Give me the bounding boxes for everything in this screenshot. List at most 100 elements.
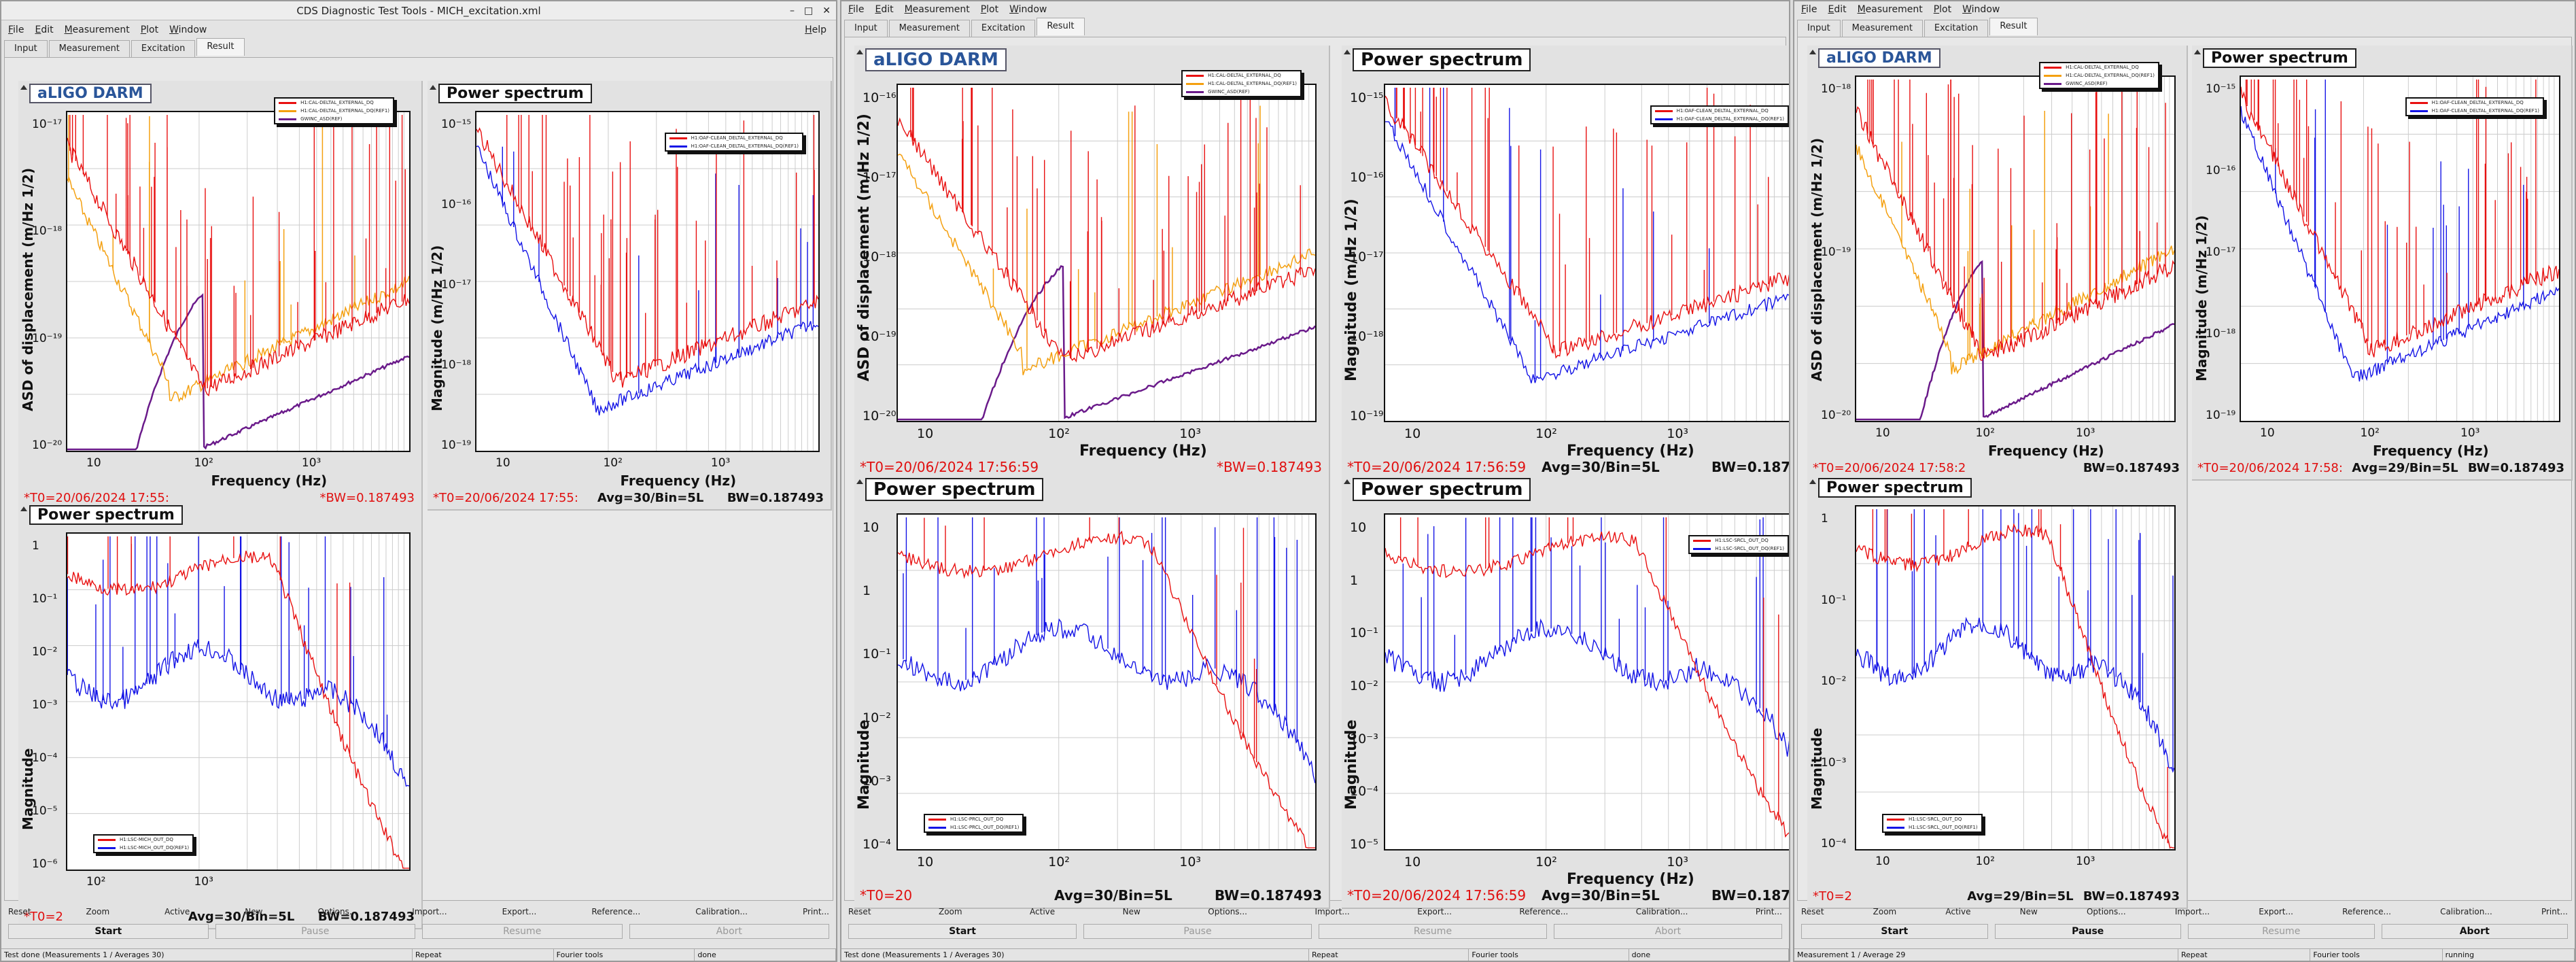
export-button[interactable]: Export... bbox=[1417, 907, 1452, 916]
reset-button[interactable]: Reset bbox=[8, 907, 31, 916]
menu-edit[interactable]: Edit bbox=[875, 4, 894, 15]
abort-button[interactable]: Abort bbox=[629, 924, 829, 939]
print-button[interactable]: Print... bbox=[1755, 907, 1782, 916]
tab-excitation[interactable]: Excitation bbox=[1924, 20, 1989, 37]
menu-plot[interactable]: Plot bbox=[980, 4, 999, 15]
plot-area[interactable] bbox=[66, 532, 411, 871]
menu-measurement[interactable]: Measurement bbox=[904, 4, 970, 15]
menu-measurement[interactable]: Measurement bbox=[1857, 4, 1923, 15]
plot-area[interactable] bbox=[1384, 513, 1789, 851]
new-button[interactable]: New bbox=[1122, 907, 1141, 916]
import-button[interactable]: Import... bbox=[2174, 907, 2210, 916]
tab-result[interactable]: Result bbox=[1989, 18, 2038, 35]
pad-collapse-icon[interactable] bbox=[20, 506, 27, 511]
options-button[interactable]: Options... bbox=[2086, 907, 2126, 916]
reference-button[interactable]: Reference... bbox=[1519, 907, 1569, 916]
pad-collapse-icon[interactable] bbox=[1809, 479, 1816, 484]
plot-legend[interactable]: H1:CAL-DELTAL_EXTERNAL_DQ H1:CAL-DELTAL_E… bbox=[1181, 70, 1302, 97]
resume-button[interactable]: Resume bbox=[1319, 924, 1547, 939]
pad-collapse-icon[interactable] bbox=[430, 85, 436, 90]
start-button[interactable]: Start bbox=[8, 924, 209, 939]
tab-measurement[interactable]: Measurement bbox=[888, 20, 970, 37]
plot-area[interactable] bbox=[475, 111, 820, 452]
active-button[interactable]: Active bbox=[1945, 907, 1971, 916]
export-button[interactable]: Export... bbox=[502, 907, 537, 916]
pause-button[interactable]: Pause bbox=[1994, 924, 2181, 939]
calibration-button[interactable]: Calibration... bbox=[695, 907, 748, 916]
menu-file[interactable]: File bbox=[848, 4, 865, 15]
plot-legend[interactable]: H1:LSC-SRCL_OUT_DQ H1:LSC-SRCL_OUT_DQ(REF… bbox=[1882, 814, 1983, 833]
active-button[interactable]: Active bbox=[1030, 907, 1056, 916]
menu-help[interactable]: Help bbox=[805, 24, 826, 35]
reset-button[interactable]: Reset bbox=[1801, 907, 1824, 916]
resume-button[interactable]: Resume bbox=[422, 924, 623, 939]
pad-collapse-icon[interactable] bbox=[1809, 50, 1816, 54]
options-button[interactable]: Options... bbox=[1208, 907, 1247, 916]
resume-button[interactable]: Resume bbox=[2188, 924, 2375, 939]
options-button[interactable]: Options... bbox=[317, 907, 358, 916]
import-button[interactable]: Import... bbox=[412, 907, 447, 916]
import-button[interactable]: Import... bbox=[1315, 907, 1350, 916]
menu-plot[interactable]: Plot bbox=[140, 24, 159, 35]
reference-button[interactable]: Reference... bbox=[591, 907, 641, 916]
active-button[interactable]: Active bbox=[164, 907, 190, 916]
maximize-icon[interactable]: □ bbox=[804, 5, 814, 16]
plot-legend[interactable]: H1:CAL-DELTAL_EXTERNAL_DQ H1:CAL-DELTAL_E… bbox=[2039, 62, 2159, 89]
tab-measurement[interactable]: Measurement bbox=[48, 40, 130, 58]
menu-file[interactable]: File bbox=[1801, 4, 1817, 15]
menu-plot[interactable]: Plot bbox=[1933, 4, 1952, 15]
plot-legend[interactable]: H1:OAF-CLEAN_DELTAL_EXTERNAL_DQ H1:OAF-CL… bbox=[2405, 97, 2544, 116]
pause-button[interactable]: Pause bbox=[215, 924, 415, 939]
reset-button[interactable]: Reset bbox=[848, 907, 871, 916]
menu-edit[interactable]: Edit bbox=[1828, 4, 1847, 15]
tab-excitation[interactable]: Excitation bbox=[130, 40, 196, 58]
calibration-button[interactable]: Calibration... bbox=[2440, 907, 2492, 916]
plot-legend[interactable]: H1:LSC-PRCL_OUT_DQ H1:LSC-PRCL_OUT_DQ(REF… bbox=[924, 814, 1024, 833]
plot-legend[interactable]: H1:OAF-CLEAN_DELTAL_EXTERNAL_DQ H1:OAF-CL… bbox=[664, 133, 803, 152]
print-button[interactable]: Print... bbox=[2541, 907, 2568, 916]
menu-edit[interactable]: Edit bbox=[35, 24, 54, 35]
tab-result[interactable]: Result bbox=[1037, 18, 1085, 35]
minimize-icon[interactable]: – bbox=[790, 5, 795, 16]
calibration-button[interactable]: Calibration... bbox=[1635, 907, 1688, 916]
reference-button[interactable]: Reference... bbox=[2342, 907, 2391, 916]
start-button[interactable]: Start bbox=[848, 924, 1077, 939]
menu-window[interactable]: Window bbox=[1962, 4, 2000, 15]
plot-legend[interactable]: H1:LSC-SRCL_OUT_DQ H1:LSC-SRCL_OUT_DQ(REF… bbox=[1688, 535, 1789, 554]
new-button[interactable]: New bbox=[2019, 907, 2038, 916]
new-button[interactable]: New bbox=[245, 907, 263, 916]
pad-collapse-icon[interactable] bbox=[2194, 50, 2201, 54]
plot-area[interactable] bbox=[66, 111, 411, 452]
tab-input[interactable]: Input bbox=[1797, 20, 1841, 37]
plot-legend[interactable]: H1:OAF-CLEAN_DELTAL_EXTERNAL_DQ H1:OAF-CL… bbox=[1650, 105, 1789, 124]
menu-measurement[interactable]: Measurement bbox=[64, 24, 130, 35]
pause-button[interactable]: Pause bbox=[1083, 924, 1312, 939]
plot-area[interactable] bbox=[1384, 84, 1789, 422]
plot-area[interactable] bbox=[1855, 75, 2176, 422]
print-button[interactable]: Print... bbox=[802, 907, 829, 916]
pad-collapse-icon[interactable] bbox=[20, 85, 27, 90]
pad-collapse-icon[interactable] bbox=[856, 479, 863, 484]
start-button[interactable]: Start bbox=[1801, 924, 1988, 939]
abort-button[interactable]: Abort bbox=[2381, 924, 2568, 939]
plot-legend[interactable]: H1:LSC-MICH_OUT_DQ H1:LSC-MICH_OUT_DQ(REF… bbox=[93, 834, 194, 853]
zoom-button[interactable]: Zoom bbox=[86, 907, 110, 916]
plot-legend[interactable]: H1:CAL-DELTAL_EXTERNAL_DQ H1:CAL-DELTAL_E… bbox=[274, 97, 394, 124]
menu-file[interactable]: File bbox=[8, 24, 24, 35]
pad-collapse-icon[interactable] bbox=[856, 50, 863, 54]
pad-collapse-icon[interactable] bbox=[1344, 479, 1351, 484]
zoom-button[interactable]: Zoom bbox=[1873, 907, 1897, 916]
tab-measurement[interactable]: Measurement bbox=[1841, 20, 1923, 37]
tab-result[interactable]: Result bbox=[196, 38, 245, 56]
plot-area[interactable] bbox=[1855, 505, 2176, 851]
pad-collapse-icon[interactable] bbox=[1344, 50, 1351, 54]
export-button[interactable]: Export... bbox=[2259, 907, 2293, 916]
zoom-button[interactable]: Zoom bbox=[938, 907, 962, 916]
abort-button[interactable]: Abort bbox=[1554, 924, 1782, 939]
tab-input[interactable]: Input bbox=[844, 20, 888, 37]
close-icon[interactable]: ✕ bbox=[822, 5, 831, 16]
plot-area[interactable] bbox=[897, 84, 1317, 422]
plot-area[interactable] bbox=[897, 513, 1317, 851]
tab-input[interactable]: Input bbox=[4, 40, 48, 58]
menu-window[interactable]: Window bbox=[1009, 4, 1047, 15]
